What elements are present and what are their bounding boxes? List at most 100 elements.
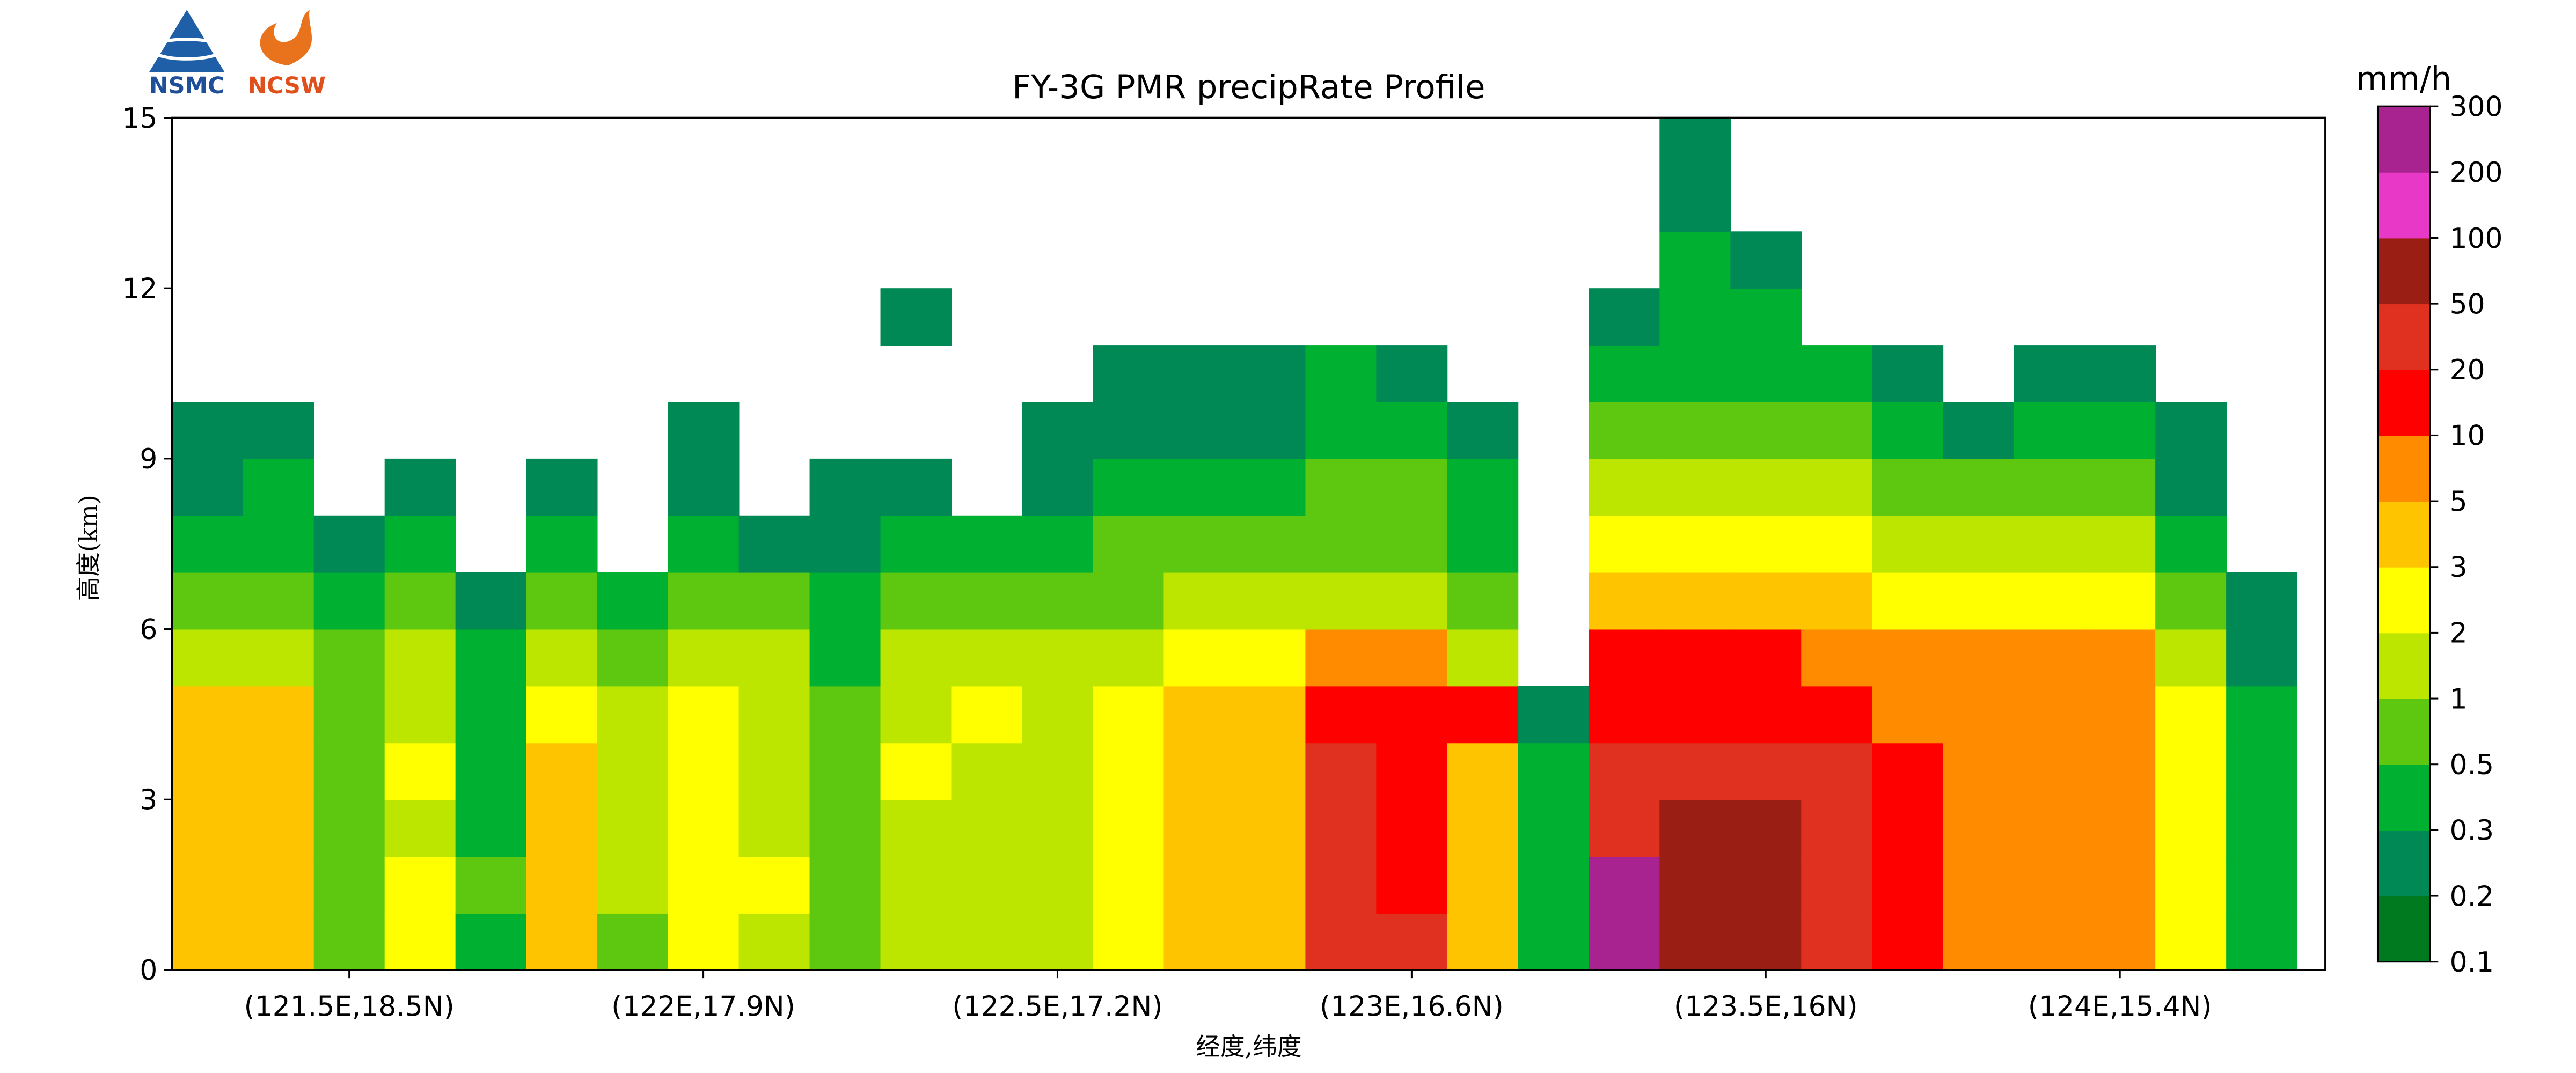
heat-cell	[1022, 799, 1094, 857]
heat-cell	[1589, 629, 1660, 687]
heat-cell	[526, 515, 598, 573]
heat-cell	[1022, 913, 1094, 971]
heat-cell	[2226, 629, 2298, 687]
heat-cell	[1376, 572, 1448, 630]
heat-cell	[2014, 572, 2085, 630]
heat-cell	[738, 686, 810, 744]
heat-cell	[1163, 401, 1235, 459]
heat-cell	[2226, 686, 2298, 744]
heat-cell	[1234, 856, 1306, 914]
heat-cell	[1801, 401, 1873, 459]
heat-cell	[1376, 856, 1448, 914]
heat-cell	[1093, 629, 1165, 687]
heat-cell	[2084, 629, 2156, 687]
colorbar-tick-label: 200	[2450, 157, 2503, 189]
heat-cell	[1659, 629, 1731, 687]
heat-cell	[2014, 686, 2085, 744]
heat-cell	[1093, 799, 1165, 857]
heat-cell	[1376, 686, 1448, 744]
y-tick-label: 6	[140, 614, 157, 646]
heat-cell	[1730, 345, 1802, 402]
heat-cell	[1943, 686, 2015, 744]
heat-cell	[455, 856, 527, 914]
heat-cell	[1801, 686, 1873, 744]
heat-cell	[1447, 572, 1519, 630]
heat-cell	[1022, 686, 1094, 744]
heat-cell	[1659, 856, 1731, 914]
heat-cell	[526, 629, 598, 687]
heat-cell	[1234, 799, 1306, 857]
heat-cell	[526, 799, 598, 857]
heat-cell	[1872, 572, 1944, 630]
heat-cell	[951, 913, 1023, 971]
heat-cell	[2155, 572, 2227, 630]
heat-cell	[1872, 686, 1944, 744]
heat-cell	[1093, 686, 1165, 744]
heat-cell	[172, 515, 244, 573]
colorbar-segment	[2377, 830, 2431, 896]
heat-cell	[2014, 458, 2085, 516]
heat-cell	[738, 743, 810, 800]
heat-cell	[1943, 515, 2015, 573]
y-tick-label: 12	[122, 273, 157, 305]
heat-cell	[384, 458, 456, 516]
heat-cell	[1022, 629, 1094, 687]
heat-cell	[1872, 629, 1944, 687]
heat-cell	[1659, 117, 1731, 175]
heat-cell	[172, 913, 244, 971]
heat-cell	[880, 572, 952, 630]
heat-cell	[2084, 743, 2156, 800]
heat-cell	[738, 913, 810, 971]
heat-cell	[1163, 799, 1235, 857]
heat-cell	[384, 743, 456, 800]
heat-cell	[1022, 743, 1094, 800]
heat-cell	[2014, 799, 2085, 857]
heat-cell	[172, 629, 244, 687]
heat-cell	[1659, 743, 1731, 800]
heat-cell	[2014, 515, 2085, 573]
heat-cell	[668, 572, 740, 630]
colorbar-frame	[2376, 105, 2431, 963]
heat-cell	[1163, 629, 1235, 687]
heat-cell	[2084, 686, 2156, 744]
heat-cell	[1659, 174, 1731, 232]
heat-cell	[1163, 913, 1235, 971]
heat-cell	[1234, 686, 1306, 744]
heat-cell	[1305, 458, 1377, 516]
heat-cell	[1305, 572, 1377, 630]
heat-cell	[1518, 686, 1590, 744]
heat-cell	[1022, 401, 1094, 459]
colorbar-tick-label: 3	[2450, 552, 2468, 584]
heat-cell	[1589, 401, 1660, 459]
heat-cell	[2226, 799, 2298, 857]
heat-cell	[2226, 572, 2298, 630]
heat-cell	[243, 458, 314, 516]
heat-cell	[1093, 856, 1165, 914]
heat-cell	[526, 572, 598, 630]
colorbar-segment	[2377, 633, 2431, 699]
heat-cell	[172, 743, 244, 800]
heat-cell	[1376, 458, 1448, 516]
heat-cell	[243, 572, 314, 630]
colorbar-tick-label: 0.1	[2450, 946, 2494, 979]
heat-cell	[1872, 799, 1944, 857]
heat-cell	[1801, 572, 1873, 630]
heat-cell	[1093, 345, 1165, 402]
heat-cell	[455, 743, 527, 800]
heat-cell	[1801, 458, 1873, 516]
heat-cell	[951, 515, 1023, 573]
heat-cell	[526, 686, 598, 744]
heat-cell	[384, 515, 456, 573]
heat-cell	[1022, 515, 1094, 573]
heat-cell	[1376, 515, 1448, 573]
y-tick-label: 9	[140, 443, 157, 475]
heat-cell	[1730, 799, 1802, 857]
heat-cell	[1376, 345, 1448, 402]
heat-cell	[1518, 913, 1590, 971]
heat-cell	[1872, 913, 1944, 971]
heat-cell	[1659, 515, 1731, 573]
y-tick-label: 15	[122, 102, 157, 135]
heat-cell	[809, 629, 881, 687]
heat-cell	[2014, 913, 2085, 971]
heat-cell	[1943, 913, 2015, 971]
